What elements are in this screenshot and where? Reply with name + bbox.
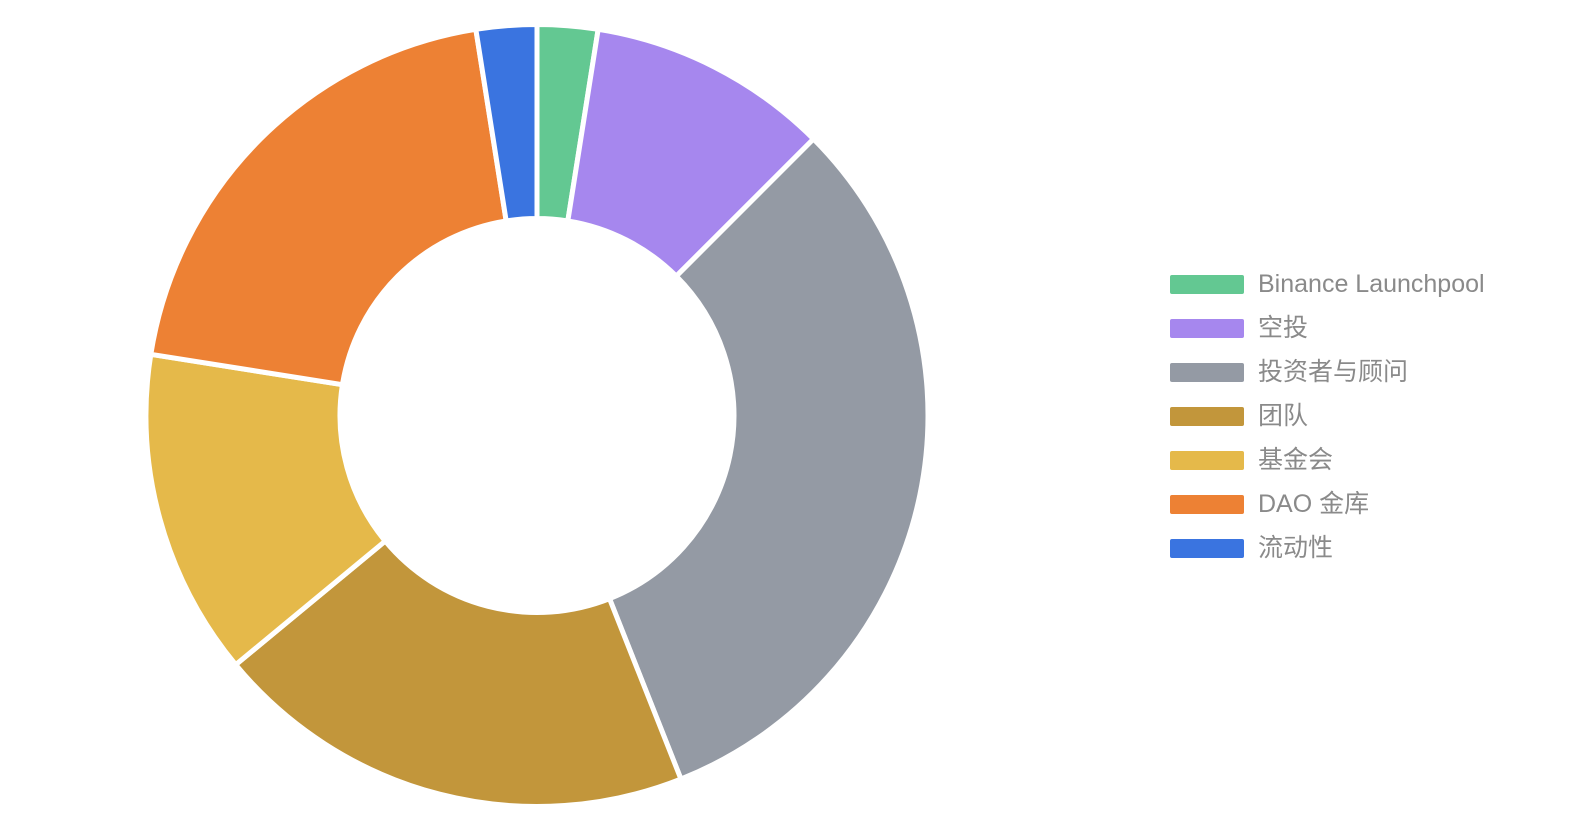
legend-swatch <box>1170 495 1244 514</box>
pie-slice-5[interactable] <box>148 26 509 388</box>
legend-swatch <box>1170 451 1244 470</box>
legend-label: DAO 金库 <box>1258 490 1370 518</box>
legend-swatch <box>1170 319 1244 338</box>
legend-item-binance-launchpool[interactable]: Binance Launchpool <box>1170 270 1485 299</box>
legend-swatch <box>1170 363 1244 382</box>
legend-item-foundation[interactable]: 基金会 <box>1170 446 1485 475</box>
legend-label: 基金会 <box>1258 446 1334 474</box>
legend-label: 空投 <box>1258 314 1309 342</box>
legend: Binance Launchpool 空投 投资者与顾问 团队 基金会 DAO … <box>1170 270 1485 563</box>
legend-item-airdrop[interactable]: 空投 <box>1170 314 1485 343</box>
legend-swatch <box>1170 407 1244 426</box>
legend-label: Binance Launchpool <box>1258 270 1485 298</box>
legend-item-liquidity[interactable]: 流动性 <box>1170 534 1485 563</box>
legend-swatch <box>1170 275 1244 294</box>
legend-label: 流动性 <box>1258 534 1334 562</box>
pie-slice-4[interactable] <box>143 351 388 668</box>
pie-slice-2[interactable] <box>607 136 931 782</box>
legend-label: 投资者与顾问 <box>1258 358 1409 386</box>
legend-item-dao-treasury[interactable]: DAO 金库 <box>1170 490 1485 519</box>
legend-item-team[interactable]: 团队 <box>1170 402 1485 431</box>
pie-slice-6[interactable] <box>473 22 540 224</box>
pie-slice-3[interactable] <box>233 538 684 809</box>
legend-item-investors-advisors[interactable]: 投资者与顾问 <box>1170 358 1485 387</box>
legend-swatch <box>1170 539 1244 558</box>
legend-label: 团队 <box>1258 402 1309 430</box>
